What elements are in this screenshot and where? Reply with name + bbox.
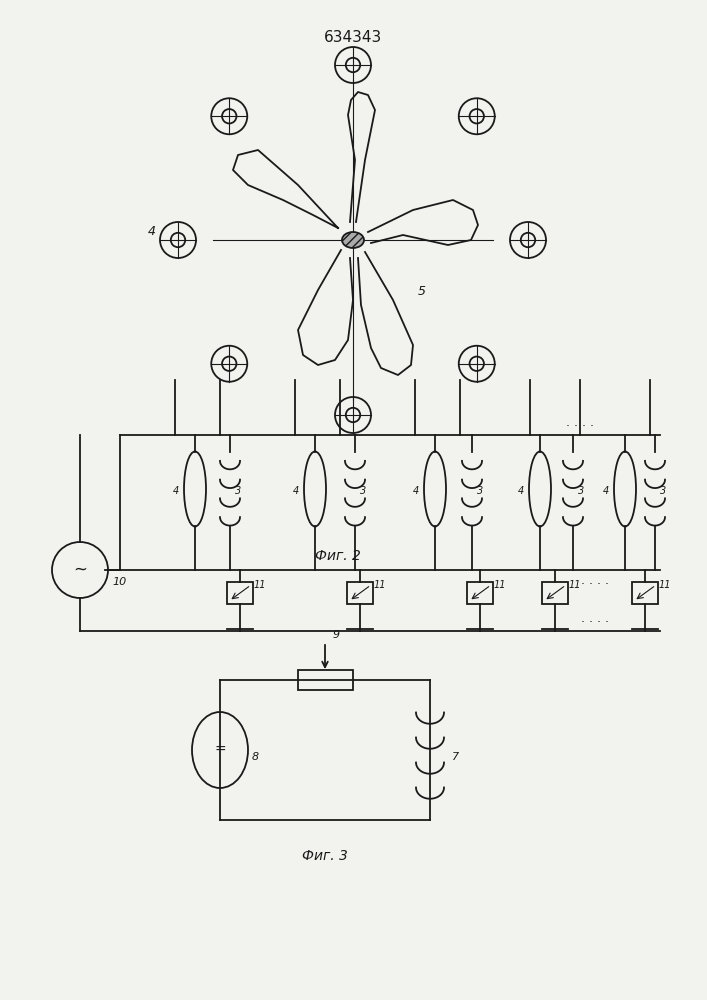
- Text: Фиг. 2: Фиг. 2: [315, 549, 361, 563]
- Text: 9: 9: [333, 630, 340, 640]
- Text: 11: 11: [374, 580, 387, 590]
- Text: =: =: [214, 743, 226, 757]
- Text: 5: 5: [418, 285, 426, 298]
- Text: Фиг. 3: Фиг. 3: [302, 849, 348, 863]
- Text: 8: 8: [252, 752, 259, 762]
- Text: 4: 4: [413, 486, 419, 496]
- Bar: [298, 670, 353, 690]
- Ellipse shape: [342, 232, 364, 248]
- Text: 11: 11: [659, 580, 672, 590]
- Bar: [467, 582, 493, 604]
- Text: 3: 3: [360, 486, 366, 496]
- Text: 3: 3: [235, 486, 241, 496]
- Text: 4: 4: [293, 486, 299, 496]
- Text: 3: 3: [660, 486, 666, 496]
- Text: 11: 11: [569, 580, 581, 590]
- Text: 11: 11: [254, 580, 267, 590]
- Text: 4: 4: [148, 225, 156, 238]
- Text: · · · ·: · · · ·: [581, 578, 609, 591]
- Bar: [542, 582, 568, 604]
- Text: 4: 4: [173, 486, 180, 496]
- Text: 4: 4: [603, 486, 609, 496]
- Text: 10: 10: [112, 577, 127, 587]
- Text: 11: 11: [494, 580, 506, 590]
- Text: 3: 3: [578, 486, 584, 496]
- Bar: [632, 582, 658, 604]
- Text: 4: 4: [518, 486, 525, 496]
- Text: · · · ·: · · · ·: [566, 420, 594, 433]
- Text: 634343: 634343: [324, 30, 382, 45]
- Bar: [227, 582, 253, 604]
- Bar: [347, 582, 373, 604]
- Text: 7: 7: [452, 752, 459, 762]
- Text: 3: 3: [477, 486, 484, 496]
- Text: · · · ·: · · · ·: [581, 616, 609, 629]
- Text: ~: ~: [73, 561, 87, 579]
